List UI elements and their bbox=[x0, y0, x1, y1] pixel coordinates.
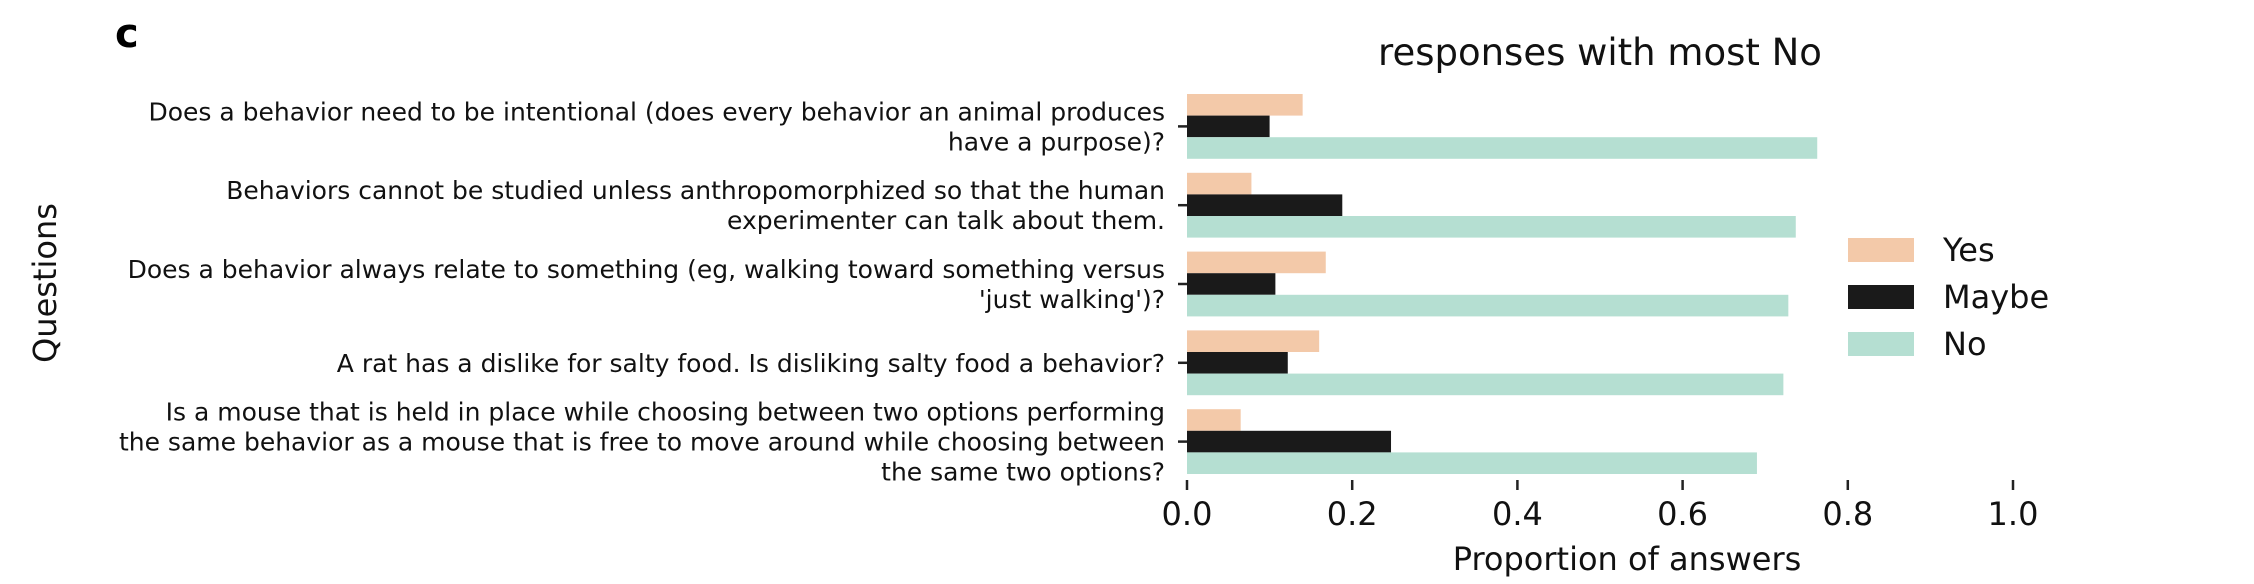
chart-title: responses with most No bbox=[1378, 31, 1822, 74]
bar-no-q5 bbox=[1187, 452, 1757, 474]
y-tick-label: 'just walking')? bbox=[979, 285, 1165, 314]
bar-no-q2 bbox=[1187, 216, 1796, 238]
y-tick-label: A rat has a dislike for salty food. Is d… bbox=[337, 349, 1165, 378]
legend-label-no: No bbox=[1943, 325, 1987, 363]
panel-label: c bbox=[115, 11, 139, 57]
y-tick-label: Behaviors cannot be studied unless anthr… bbox=[226, 176, 1165, 205]
x-tick-label: 1.0 bbox=[1988, 495, 2039, 533]
bar-yes-q5 bbox=[1187, 409, 1241, 431]
bar-no-q3 bbox=[1187, 294, 1789, 317]
x-tick-label: 0.0 bbox=[1162, 495, 1213, 533]
bar-maybe-q5 bbox=[1187, 430, 1392, 453]
legend-label-yes: Yes bbox=[1942, 231, 1995, 269]
bar-yes-q1 bbox=[1187, 94, 1303, 116]
x-tick-label: 0.2 bbox=[1327, 495, 1378, 533]
y-tick-label: experimenter can talk about them. bbox=[727, 206, 1165, 235]
legend-swatch-maybe bbox=[1848, 285, 1914, 309]
legend: Yes Maybe No bbox=[1848, 231, 2049, 363]
legend-label-maybe: Maybe bbox=[1943, 278, 2049, 316]
y-tick-label: the same two options? bbox=[881, 458, 1165, 487]
x-tick-label: 0.8 bbox=[1822, 495, 1873, 533]
bar-yes-q2 bbox=[1187, 172, 1252, 195]
y-tick-label: Is a mouse that is held in place while c… bbox=[166, 398, 1165, 427]
bar-yes-q4 bbox=[1187, 330, 1320, 352]
legend-swatch-no bbox=[1848, 332, 1914, 356]
bar-maybe-q1 bbox=[1187, 115, 1270, 138]
y-axis-label: Questions bbox=[26, 203, 64, 363]
x-axis: 0.0 0.2 0.4 0.6 0.8 1.0 bbox=[1162, 480, 2039, 533]
y-tick-label: Does a behavior need to be intentional (… bbox=[149, 97, 1166, 126]
y-tick-label: the same behavior as a mouse that is fre… bbox=[119, 428, 1165, 457]
x-axis-label: Proportion of answers bbox=[1453, 540, 1802, 578]
y-tick-label: Does a behavior always relate to somethi… bbox=[128, 255, 1165, 284]
bar-maybe-q3 bbox=[1187, 273, 1276, 295]
y-tick-label: have a purpose)? bbox=[948, 127, 1165, 156]
x-tick-label: 0.4 bbox=[1492, 495, 1543, 533]
bar-maybe-q4 bbox=[1187, 352, 1288, 374]
bar-maybe-q2 bbox=[1187, 194, 1343, 216]
bars-group bbox=[1187, 94, 1818, 474]
legend-swatch-yes bbox=[1848, 238, 1914, 262]
y-axis: Does a behavior need to be intentional (… bbox=[119, 97, 1187, 487]
x-tick-label: 0.6 bbox=[1657, 495, 1708, 533]
bar-no-q4 bbox=[1187, 373, 1784, 396]
bar-yes-q3 bbox=[1187, 251, 1326, 274]
bar-no-q1 bbox=[1187, 137, 1818, 159]
